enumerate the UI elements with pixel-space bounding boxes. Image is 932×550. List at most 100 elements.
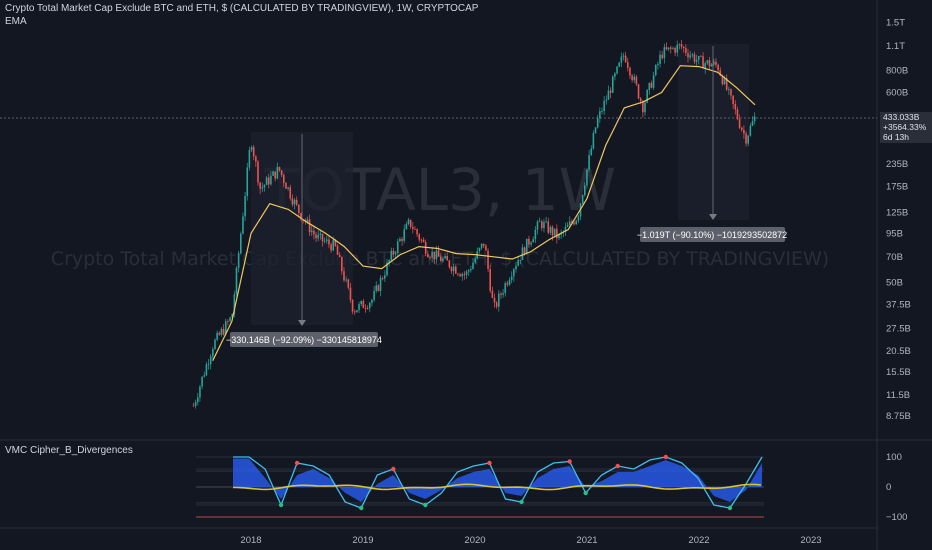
candle-body — [697, 56, 700, 60]
candle-body — [678, 44, 681, 45]
candle-body — [743, 130, 745, 134]
candle-body — [549, 226, 552, 233]
candle-body — [349, 287, 352, 300]
osc-tick: 0 — [886, 482, 891, 493]
candle-body — [680, 44, 683, 47]
candle-body — [517, 260, 519, 266]
candle-body — [528, 238, 530, 245]
candle-body — [237, 253, 240, 268]
measure-label-2018: −330.146B (−92.09%) −330145818974 — [226, 332, 382, 347]
candle-body — [500, 293, 502, 295]
candle-body — [607, 90, 610, 100]
candle-body — [452, 266, 455, 272]
candle-body — [306, 219, 309, 222]
candle-body — [728, 89, 730, 90]
candle-body — [611, 76, 614, 93]
candle-body — [250, 147, 253, 151]
last-price-change: +3564.33% — [883, 122, 927, 132]
candle-body — [504, 283, 507, 294]
candle-body — [285, 182, 287, 189]
candle-body — [347, 279, 350, 288]
candle-body — [321, 233, 324, 242]
buy-dot — [519, 499, 524, 505]
sell-dot — [615, 463, 620, 469]
time-tick: 2021 — [576, 535, 597, 546]
candle-body — [214, 339, 216, 349]
candle-body — [633, 76, 636, 81]
price-tick: 70B — [886, 252, 903, 263]
oscillator-title[interactable]: VMC Cipher_B_Divergences — [5, 445, 133, 456]
candle-body — [723, 78, 726, 85]
candle-body — [525, 238, 528, 255]
candle-body — [412, 226, 414, 230]
candle-body — [491, 290, 494, 298]
candle-body — [577, 216, 580, 221]
buy-dot — [359, 505, 364, 511]
candle-body — [713, 61, 715, 65]
candle-body — [672, 48, 674, 49]
candle-body — [252, 147, 255, 157]
candle-body — [461, 273, 464, 277]
candle-body — [536, 221, 539, 230]
candle-body — [654, 65, 657, 76]
candle-body — [706, 60, 709, 64]
candle-body — [201, 376, 203, 387]
candle-body — [199, 386, 201, 398]
candle-body — [259, 182, 261, 189]
candle-body — [480, 243, 483, 248]
candle-body — [732, 95, 734, 104]
candle-body — [618, 62, 620, 67]
candle-body — [319, 233, 322, 236]
candle-body — [541, 221, 543, 229]
candle-body — [495, 302, 498, 307]
candle-body — [248, 150, 251, 168]
candle-body — [508, 279, 511, 285]
buy-dot — [583, 490, 588, 496]
candle-body — [360, 300, 362, 304]
candle-body — [601, 111, 603, 112]
candle-body — [459, 274, 461, 277]
candle-body — [629, 67, 631, 76]
time-tick: 2020 — [464, 535, 485, 546]
candle-body — [442, 258, 444, 262]
candle-body — [659, 54, 661, 64]
candle-body — [375, 285, 378, 291]
candle-body — [197, 397, 199, 403]
candle-body — [665, 47, 668, 50]
price-tick: 175B — [886, 182, 908, 193]
candle-body — [556, 228, 558, 239]
candle-body — [667, 47, 670, 50]
candle-body — [594, 127, 597, 134]
candle-body — [523, 247, 526, 255]
candle-body — [300, 212, 302, 220]
candle-body — [635, 76, 638, 85]
candle-body — [338, 254, 341, 258]
price-tick: 11.5B — [886, 390, 910, 401]
candle-body — [588, 155, 590, 170]
candle-body — [721, 75, 724, 85]
price-tick: 1.5T — [886, 17, 905, 28]
measure-label-2022-text: −1.019T (−90.10%) −1019293502872 — [637, 230, 787, 240]
candle-body — [433, 251, 436, 260]
candle-body — [547, 221, 550, 233]
oscillator-plot — [233, 454, 763, 511]
candle-body — [553, 228, 556, 236]
candle-body — [545, 221, 547, 223]
indicator-label-ema[interactable]: EMA — [5, 16, 27, 27]
candle-body — [323, 240, 326, 242]
candle-body — [620, 56, 623, 63]
candle-body — [353, 311, 356, 313]
candle-body — [332, 239, 335, 251]
candle-body — [596, 118, 599, 128]
candle-body — [521, 247, 524, 261]
candle-body — [371, 299, 373, 303]
candle-body — [293, 199, 296, 205]
chart-title: Crypto Total Market Cap Exclude BTC and … — [5, 3, 479, 14]
candle-body — [422, 239, 425, 243]
candle-body — [622, 55, 625, 57]
last-price-countdown: 6d 13h — [883, 132, 909, 142]
candle-body — [745, 133, 747, 144]
candle-body — [571, 221, 573, 223]
candle-body — [498, 293, 500, 307]
candle-body — [470, 269, 472, 271]
